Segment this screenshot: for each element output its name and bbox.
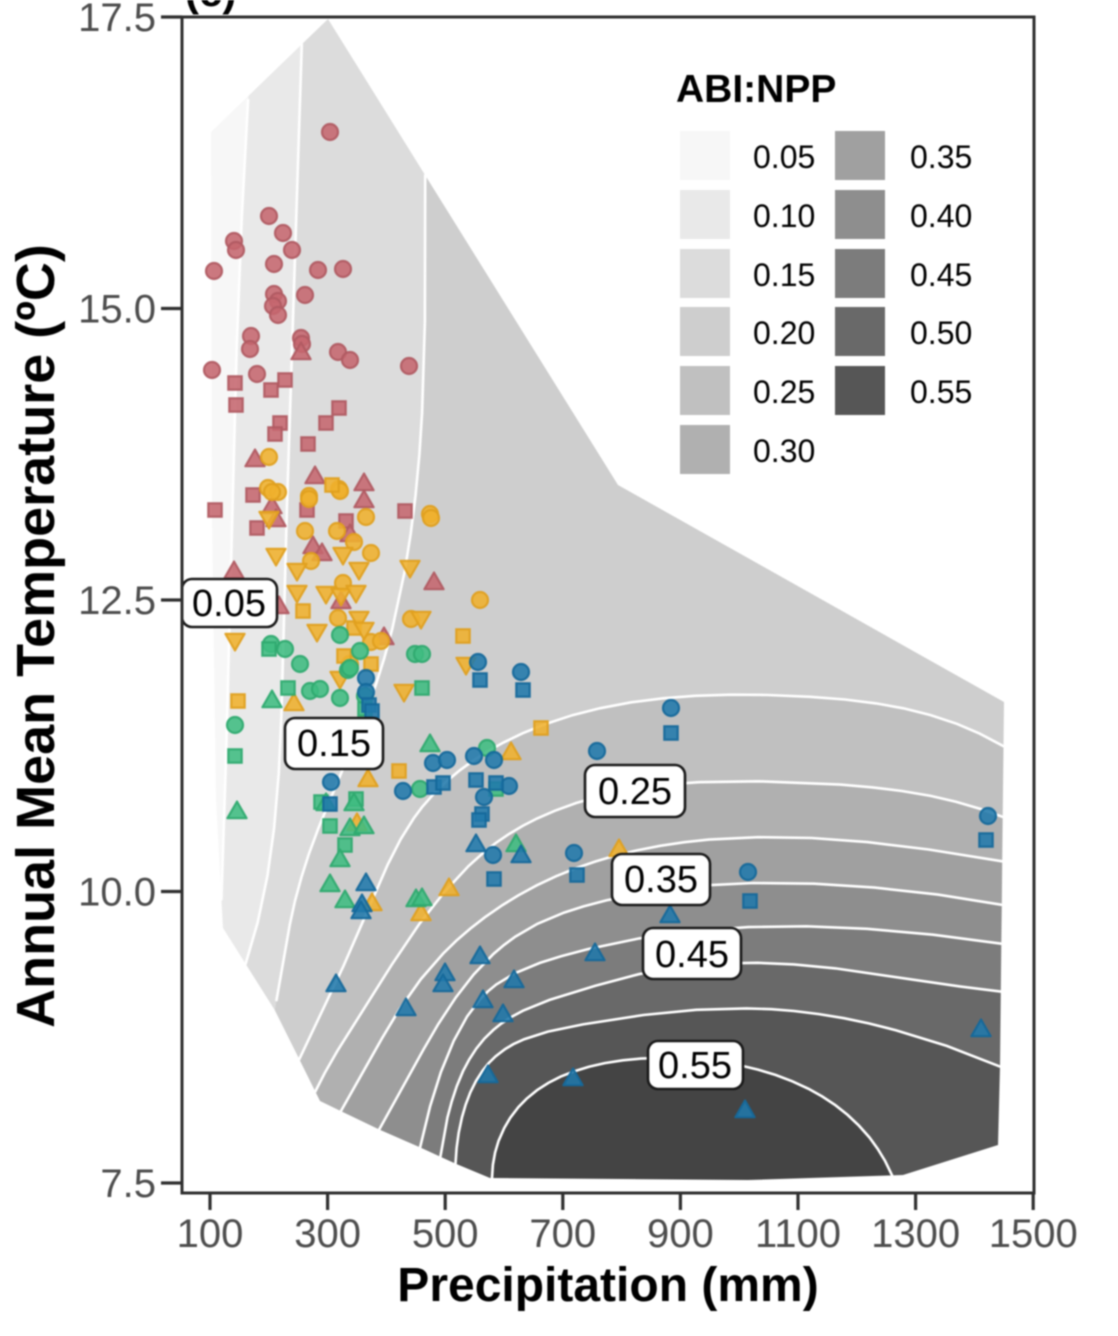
svg-text:0.50: 0.50 bbox=[910, 315, 972, 351]
svg-text:0.35: 0.35 bbox=[910, 139, 972, 175]
svg-text:Annual Mean Temperature (ºC): Annual Mean Temperature (ºC) bbox=[6, 244, 66, 1028]
svg-text:0.05: 0.05 bbox=[753, 139, 815, 175]
svg-text:0.10: 0.10 bbox=[753, 198, 815, 234]
svg-text:0.55: 0.55 bbox=[910, 374, 972, 410]
svg-text:12.5: 12.5 bbox=[78, 579, 156, 623]
svg-text:0.40: 0.40 bbox=[910, 198, 972, 234]
svg-text:0.55: 0.55 bbox=[658, 1045, 732, 1087]
svg-text:0.05: 0.05 bbox=[192, 583, 266, 625]
svg-text:0.45: 0.45 bbox=[655, 934, 729, 976]
svg-text:0.15: 0.15 bbox=[753, 257, 815, 293]
svg-text:0.15: 0.15 bbox=[297, 723, 371, 765]
svg-text:100: 100 bbox=[177, 1212, 244, 1256]
svg-text:7.5: 7.5 bbox=[100, 1162, 156, 1206]
svg-text:900: 900 bbox=[647, 1212, 714, 1256]
svg-text:0.30: 0.30 bbox=[753, 433, 815, 469]
svg-text:1100: 1100 bbox=[755, 1212, 841, 1256]
svg-text:0.45: 0.45 bbox=[910, 257, 972, 293]
svg-text:0.20: 0.20 bbox=[753, 315, 815, 351]
svg-text:15.0: 15.0 bbox=[78, 288, 156, 332]
svg-text:500: 500 bbox=[412, 1212, 479, 1256]
svg-text:17.5: 17.5 bbox=[78, 0, 156, 40]
svg-text:300: 300 bbox=[294, 1212, 361, 1256]
svg-text:0.35: 0.35 bbox=[624, 859, 698, 901]
svg-text:700: 700 bbox=[529, 1212, 596, 1256]
svg-text:0.25: 0.25 bbox=[598, 771, 672, 813]
svg-text:Precipitation (mm): Precipitation (mm) bbox=[397, 1259, 818, 1312]
svg-text:ABI:NPP: ABI:NPP bbox=[676, 68, 836, 111]
svg-text:0.25: 0.25 bbox=[753, 374, 815, 410]
svg-text:10.0: 10.0 bbox=[78, 871, 156, 915]
svg-text:(c): (c) bbox=[185, 0, 236, 15]
svg-text:1300: 1300 bbox=[871, 1212, 960, 1256]
svg-text:1500: 1500 bbox=[989, 1212, 1078, 1256]
